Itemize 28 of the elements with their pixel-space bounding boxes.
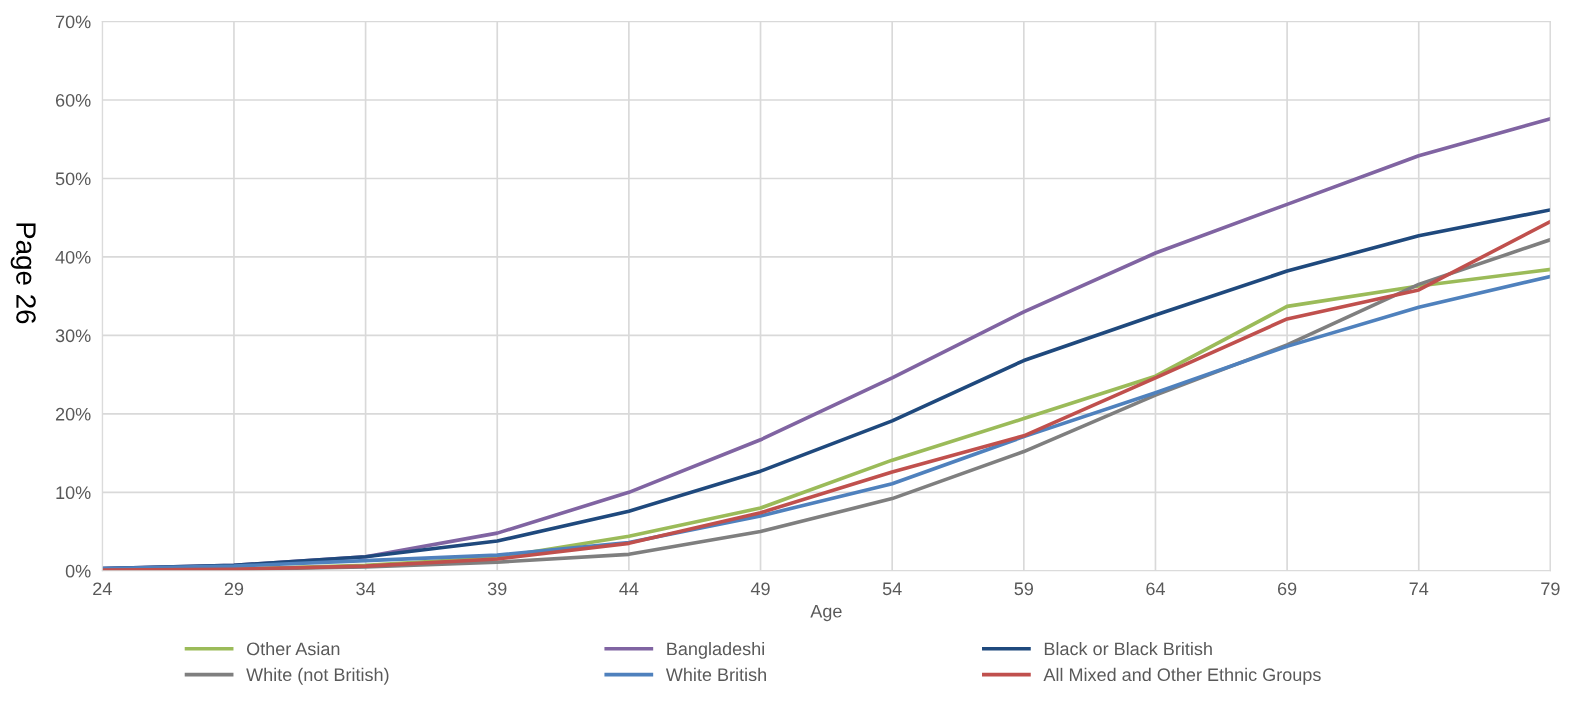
y-tick-label: 30% <box>55 329 91 343</box>
legend-label: White British <box>665 667 766 682</box>
x-tick-label: 39 <box>487 582 507 596</box>
x-tick-label: 34 <box>356 582 376 596</box>
text: Page 26 <box>10 223 36 324</box>
x-tick-label: 24 <box>93 582 112 596</box>
y-tick-label: 70% <box>55 15 91 29</box>
x-tick-label: 69 <box>1277 582 1297 596</box>
legend-label: Other Asian <box>246 641 340 656</box>
legend-label: All Mixed and Other Ethnic Groups <box>1043 667 1321 685</box>
x-tick-label: 54 <box>882 582 902 596</box>
y-tick-label: 20% <box>55 407 91 421</box>
x-tick-label: 79 <box>1541 582 1560 596</box>
x-tick-label: 59 <box>1014 582 1033 596</box>
x-axis-title: Age <box>810 604 842 622</box>
x-tick-label: 49 <box>750 582 770 596</box>
x-tick-label: 29 <box>224 582 244 596</box>
x-tick-label: 64 <box>1146 582 1165 596</box>
y-tick-label: 10% <box>56 486 91 500</box>
x-tick-label: 74 <box>1409 582 1429 596</box>
legend-label: Black or Black British <box>1044 641 1212 656</box>
legend-label: White (not British) <box>246 667 389 685</box>
x-tick-label: 44 <box>619 582 639 596</box>
y-tick-label: 60% <box>55 93 91 107</box>
legend-label: Bangladeshi <box>667 641 764 659</box>
y-tick-label: 0% <box>65 564 91 578</box>
y-tick-label: 40% <box>55 250 91 264</box>
y-tick-label: 50% <box>55 172 91 186</box>
